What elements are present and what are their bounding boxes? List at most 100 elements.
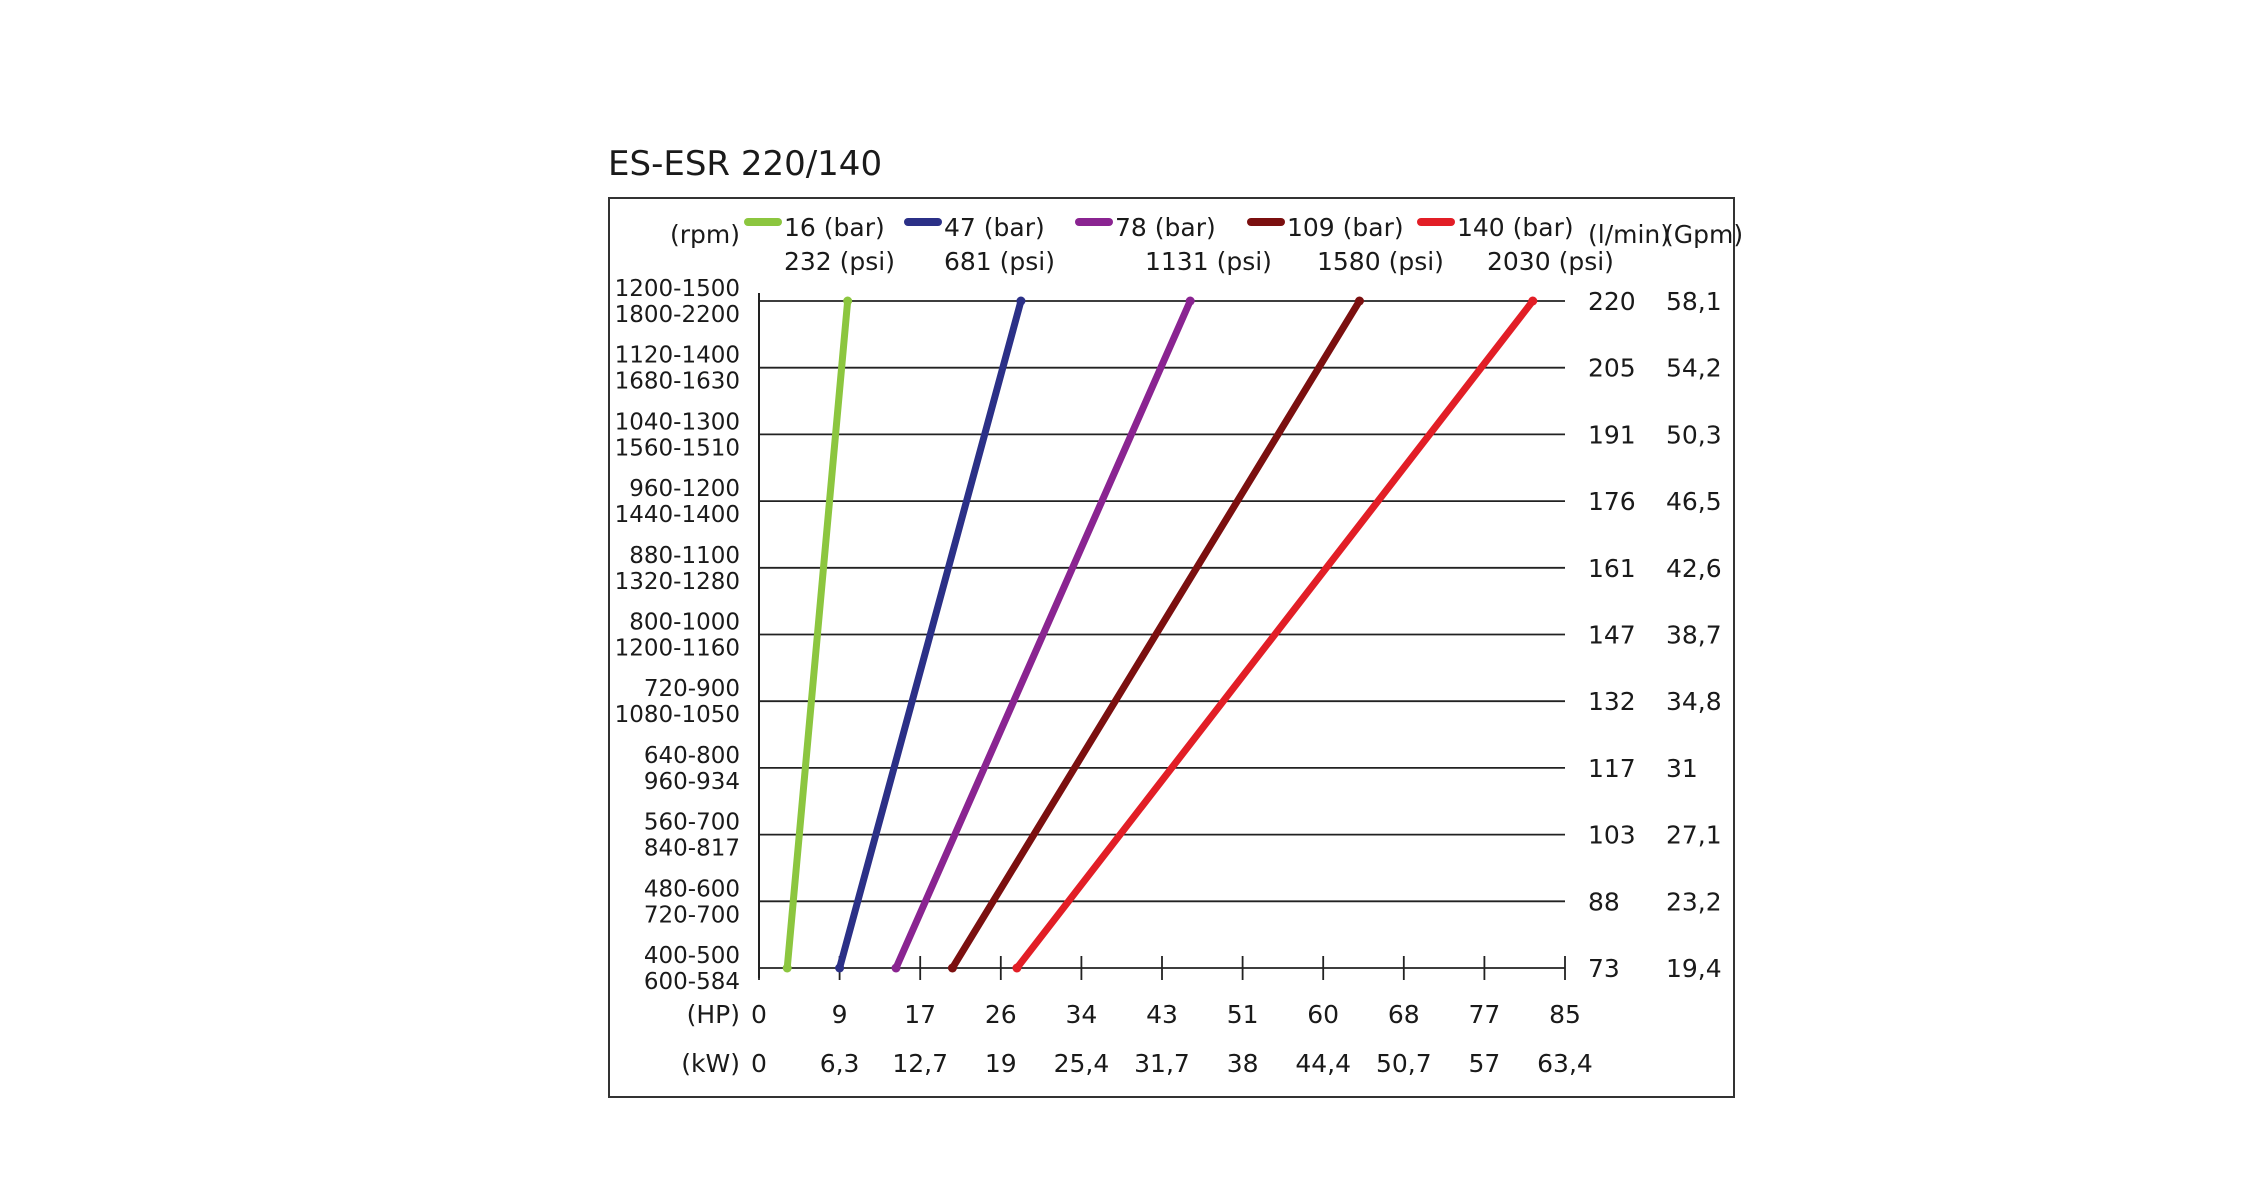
legend-psi-label: 2030 (psi) bbox=[1487, 247, 1614, 276]
gpm-axis-label: (Gpm) bbox=[1664, 220, 1743, 249]
hp-axis-label: (HP) bbox=[687, 1000, 740, 1029]
flow-lmin-tick-label: 117 bbox=[1588, 754, 1636, 783]
flow-lmin-tick-label: 103 bbox=[1588, 821, 1636, 850]
rpm-axis-label: (rpm) bbox=[670, 220, 740, 249]
flow-lmin-tick-label: 132 bbox=[1588, 687, 1636, 716]
series-end-point bbox=[835, 963, 845, 973]
legend-psi-label: 681 (psi) bbox=[944, 247, 1055, 276]
hp-tick-label: 51 bbox=[1227, 1000, 1259, 1029]
flow-lmin-tick-label: 88 bbox=[1588, 887, 1620, 916]
rpm-tick-label: 800-1000 bbox=[629, 610, 740, 636]
series-line bbox=[783, 297, 852, 972]
flow-gpm-tick-label: 27,1 bbox=[1666, 821, 1722, 850]
rpm-tick-label: 1440-1400 bbox=[615, 502, 740, 528]
flow-gpm-tick-label: 58,1 bbox=[1666, 287, 1722, 316]
flow-gpm-tick-label: 54,2 bbox=[1666, 354, 1722, 383]
hp-tick-label: 77 bbox=[1468, 1000, 1500, 1029]
hp-tick-label: 34 bbox=[1065, 1000, 1097, 1029]
kw-tick-label: 38 bbox=[1227, 1049, 1259, 1078]
kw-tick-label: 0 bbox=[751, 1049, 767, 1078]
series-line bbox=[948, 297, 1363, 972]
hp-tick-label: 60 bbox=[1307, 1000, 1339, 1029]
rpm-tick-label: 720-900 bbox=[644, 676, 740, 702]
flow-gpm-tick-label: 46,5 bbox=[1666, 487, 1722, 516]
flow-gpm-tick-label: 23,2 bbox=[1666, 887, 1722, 916]
flow-gpm-tick-label: 42,6 bbox=[1666, 554, 1722, 583]
legend-psi-label: 1580 (psi) bbox=[1317, 247, 1444, 276]
legend-psi-label: 1131 (psi) bbox=[1145, 247, 1272, 276]
kw-tick-label: 31,7 bbox=[1134, 1049, 1190, 1078]
kw-tick-label: 12,7 bbox=[892, 1049, 948, 1078]
hp-tick-label: 17 bbox=[904, 1000, 936, 1029]
rpm-tick-label: 960-934 bbox=[644, 769, 740, 795]
flow-lmin-tick-label: 205 bbox=[1588, 354, 1636, 383]
rpm-tick-label: 1200-1160 bbox=[615, 636, 740, 662]
series-line-group bbox=[891, 296, 1195, 973]
series-line-group bbox=[947, 296, 1364, 973]
flow-lmin-tick-label: 220 bbox=[1588, 287, 1636, 316]
rpm-tick-label: 1560-1510 bbox=[615, 435, 740, 461]
kw-tick-label: 50,7 bbox=[1376, 1049, 1432, 1078]
flow-lmin-tick-label: 161 bbox=[1588, 554, 1636, 583]
lmin-axis-label: (l/min) bbox=[1588, 220, 1670, 249]
rpm-tick-label: 600-584 bbox=[644, 969, 740, 995]
series-end-point bbox=[1528, 296, 1538, 306]
rpm-tick-label: 560-700 bbox=[644, 810, 740, 836]
hp-tick-label: 0 bbox=[751, 1000, 767, 1029]
rpm-tick-label: 480-600 bbox=[644, 876, 740, 902]
rpm-tick-label: 1200-1500 bbox=[615, 276, 740, 302]
kw-tick-label: 25,4 bbox=[1054, 1049, 1110, 1078]
kw-tick-label: 57 bbox=[1468, 1049, 1500, 1078]
rpm-tick-label: 1320-1280 bbox=[615, 569, 740, 595]
series-lines bbox=[782, 296, 1538, 973]
flow-gpm-tick-label: 50,3 bbox=[1666, 420, 1722, 449]
series-end-point bbox=[1012, 963, 1022, 973]
rpm-tick-label: 880-1100 bbox=[629, 543, 740, 569]
legend-psi-label: 232 (psi) bbox=[784, 247, 895, 276]
flow-lmin-tick-label: 176 bbox=[1588, 487, 1636, 516]
hp-tick-label: 9 bbox=[832, 1000, 848, 1029]
rpm-tick-label: 960-1200 bbox=[629, 476, 740, 502]
rpm-tick-label: 1040-1300 bbox=[615, 409, 740, 435]
kw-tick-label: 44,4 bbox=[1295, 1049, 1351, 1078]
series-end-point bbox=[1354, 296, 1364, 306]
legend-bar-label: 16 (bar) bbox=[784, 213, 885, 242]
flow-gpm-tick-label: 34,8 bbox=[1666, 687, 1722, 716]
flow-lmin-tick-label: 73 bbox=[1588, 954, 1620, 983]
hp-tick-label: 68 bbox=[1388, 1000, 1420, 1029]
series-end-point bbox=[1185, 296, 1195, 306]
flow-gpm-tick-label: 31 bbox=[1666, 754, 1698, 783]
series-end-point bbox=[891, 963, 901, 973]
kw-tick-label: 6,3 bbox=[820, 1049, 860, 1078]
series-end-point bbox=[782, 963, 792, 973]
chart-title: ES-ESR 220/140 bbox=[608, 144, 882, 184]
series-line-group bbox=[835, 296, 1026, 973]
flow-gpm-tick-label: 19,4 bbox=[1666, 954, 1722, 983]
rpm-tick-label: 400-500 bbox=[644, 943, 740, 969]
series-line bbox=[836, 297, 1025, 972]
grid-lines bbox=[759, 300, 1565, 969]
legend-bar-label: 47 (bar) bbox=[944, 213, 1045, 242]
rpm-tick-label: 1120-1400 bbox=[615, 343, 740, 369]
series-line bbox=[1013, 297, 1537, 972]
legend-bar-label: 78 (bar) bbox=[1115, 213, 1216, 242]
series-end-point bbox=[947, 963, 957, 973]
legend-bar-label: 140 (bar) bbox=[1457, 213, 1574, 242]
series-line-group bbox=[1012, 296, 1538, 973]
chart-frame bbox=[608, 197, 1735, 1098]
rpm-tick-label: 720-700 bbox=[644, 902, 740, 928]
rpm-tick-label: 840-817 bbox=[644, 836, 740, 862]
hp-tick-label: 43 bbox=[1146, 1000, 1178, 1029]
series-end-point bbox=[843, 296, 853, 306]
hp-tick-label: 85 bbox=[1549, 1000, 1581, 1029]
rpm-tick-label: 1680-1630 bbox=[615, 369, 740, 395]
kw-axis-label: (kW) bbox=[681, 1049, 740, 1078]
series-end-point bbox=[1016, 296, 1026, 306]
series-line-group bbox=[782, 296, 853, 973]
kw-tick-label: 19 bbox=[985, 1049, 1017, 1078]
flow-lmin-tick-label: 147 bbox=[1588, 621, 1636, 650]
rpm-tick-label: 1080-1050 bbox=[615, 702, 740, 728]
axes bbox=[758, 293, 1566, 980]
